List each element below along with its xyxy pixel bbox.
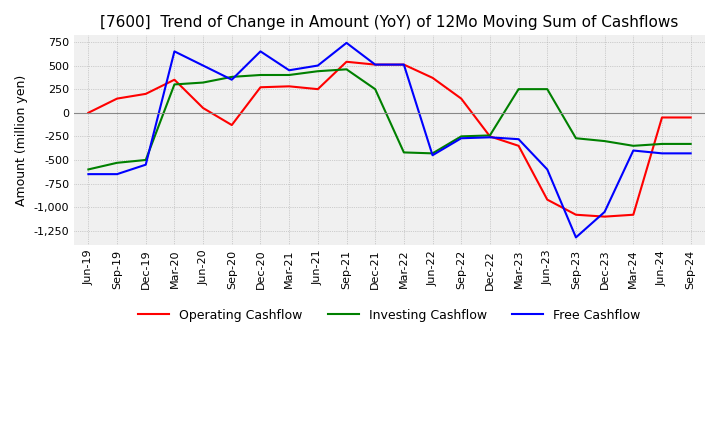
Investing Cashflow [228,74,236,80]
Investing Cashflow [600,139,609,144]
Free Cashflow [342,40,351,45]
Line: Free Cashflow: Free Cashflow [89,43,690,238]
Free Cashflow [285,68,294,73]
Investing Cashflow [371,87,379,92]
Free Cashflow [543,167,552,172]
Operating Cashflow [457,96,466,101]
Investing Cashflow [170,82,179,87]
Operating Cashflow [228,122,236,128]
Free Cashflow [600,209,609,215]
Investing Cashflow [400,150,408,155]
Investing Cashflow [485,133,494,138]
Operating Cashflow [84,110,93,115]
Free Cashflow [256,49,265,54]
Free Cashflow [199,63,207,68]
Free Cashflow [113,172,122,177]
Free Cashflow [457,136,466,141]
Operating Cashflow [141,91,150,96]
Operating Cashflow [600,214,609,219]
Investing Cashflow [543,87,552,92]
Investing Cashflow [514,87,523,92]
Investing Cashflow [256,72,265,77]
Free Cashflow [170,49,179,54]
Operating Cashflow [629,212,638,217]
Investing Cashflow [629,143,638,148]
Free Cashflow [572,235,580,240]
Title: [7600]  Trend of Change in Amount (YoY) of 12Mo Moving Sum of Cashflows: [7600] Trend of Change in Amount (YoY) o… [100,15,679,30]
Free Cashflow [371,62,379,67]
Free Cashflow [228,77,236,82]
Operating Cashflow [657,115,666,120]
Free Cashflow [428,153,437,158]
Free Cashflow [485,135,494,140]
Operating Cashflow [400,62,408,67]
Operating Cashflow [170,77,179,82]
Line: Investing Cashflow: Investing Cashflow [89,70,690,169]
Free Cashflow [313,63,322,68]
Investing Cashflow [113,160,122,165]
Operating Cashflow [113,96,122,101]
Legend: Operating Cashflow, Investing Cashflow, Free Cashflow: Operating Cashflow, Investing Cashflow, … [133,304,646,327]
Investing Cashflow [428,151,437,156]
Free Cashflow [84,172,93,177]
Operating Cashflow [514,143,523,148]
Free Cashflow [686,151,695,156]
Investing Cashflow [457,134,466,139]
Operating Cashflow [485,134,494,139]
Operating Cashflow [371,62,379,67]
Operating Cashflow [686,115,695,120]
Investing Cashflow [313,69,322,74]
Y-axis label: Amount (million yen): Amount (million yen) [15,74,28,206]
Investing Cashflow [572,136,580,141]
Investing Cashflow [199,80,207,85]
Operating Cashflow [428,75,437,81]
Investing Cashflow [141,158,150,163]
Investing Cashflow [686,141,695,147]
Operating Cashflow [342,59,351,64]
Free Cashflow [141,162,150,167]
Operating Cashflow [285,84,294,89]
Free Cashflow [629,148,638,153]
Operating Cashflow [256,84,265,90]
Free Cashflow [514,136,523,142]
Operating Cashflow [199,106,207,111]
Investing Cashflow [657,141,666,147]
Line: Operating Cashflow: Operating Cashflow [89,62,690,216]
Free Cashflow [400,62,408,67]
Investing Cashflow [342,67,351,72]
Investing Cashflow [84,167,93,172]
Operating Cashflow [543,197,552,202]
Free Cashflow [657,151,666,156]
Operating Cashflow [572,212,580,217]
Investing Cashflow [285,72,294,77]
Operating Cashflow [313,87,322,92]
